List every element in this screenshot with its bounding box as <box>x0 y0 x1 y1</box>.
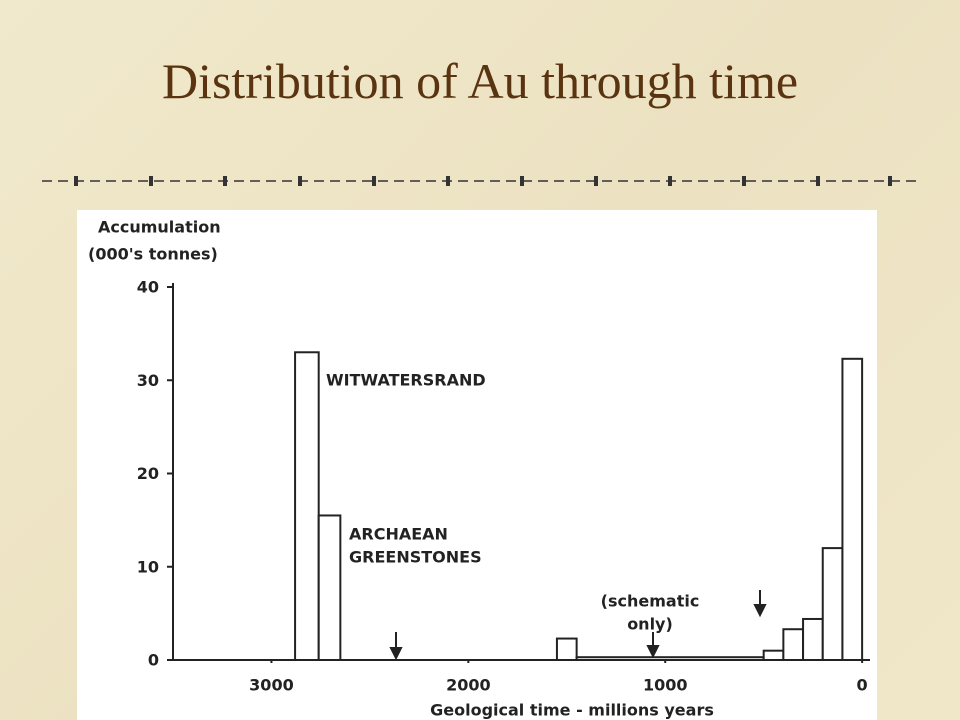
y-tick-label: 10 <box>137 557 159 576</box>
annotation: GREENSTONES <box>349 548 482 567</box>
x-tick-label: 0 <box>857 676 868 695</box>
y-tick-label: 20 <box>137 464 159 483</box>
bar <box>782 628 805 661</box>
divider <box>42 176 920 186</box>
bar <box>575 656 765 662</box>
x-axis-label: Geological time - millions years <box>430 701 714 720</box>
bar <box>841 357 864 661</box>
annotation: WITWATERSRAND <box>326 371 486 390</box>
x-tick-label: 1000 <box>643 676 688 695</box>
y-axis-label: Accumulation <box>98 218 221 237</box>
arrows <box>389 590 767 661</box>
slide-title: Distribution of Au through time <box>161 53 799 109</box>
bar <box>762 649 785 661</box>
annotation: only) <box>627 615 673 634</box>
y-tick-label: 0 <box>148 651 159 670</box>
chart-panel <box>77 210 877 720</box>
annotation: (schematic <box>601 592 700 611</box>
bar <box>317 514 342 662</box>
y-axis-label: (000's tonnes) <box>88 245 218 264</box>
y-tick-label: 30 <box>137 371 159 390</box>
bar <box>802 617 824 661</box>
x-tick-label: 3000 <box>249 676 294 695</box>
x-tick-label: 2000 <box>446 676 491 695</box>
y-tick-label: 40 <box>137 278 159 297</box>
bar <box>294 351 320 661</box>
bar <box>555 637 578 661</box>
annotation: ARCHAEAN <box>349 525 448 544</box>
bar <box>821 547 844 661</box>
